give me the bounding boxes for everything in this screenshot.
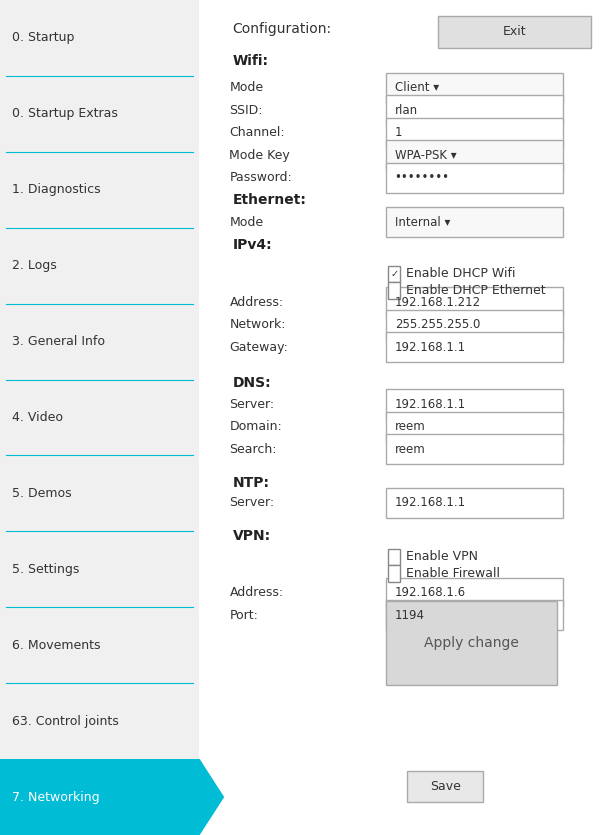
FancyBboxPatch shape (388, 549, 400, 565)
Text: Save: Save (430, 780, 461, 793)
Text: WPA-PSK ▾: WPA-PSK ▾ (395, 149, 457, 162)
Text: 0. Startup: 0. Startup (12, 32, 75, 44)
Text: Enable DHCP Ethernet: Enable DHCP Ethernet (406, 284, 545, 297)
Text: 2. Logs: 2. Logs (12, 259, 57, 272)
FancyBboxPatch shape (388, 266, 400, 282)
Text: 7. Networking: 7. Networking (12, 791, 100, 803)
FancyBboxPatch shape (386, 601, 557, 685)
Text: 63. Control joints: 63. Control joints (12, 715, 119, 727)
Text: ✓: ✓ (390, 269, 398, 279)
FancyBboxPatch shape (386, 207, 563, 237)
Text: Port:: Port: (230, 609, 258, 622)
Text: Search:: Search: (230, 443, 277, 456)
Text: Password:: Password: (230, 171, 293, 185)
Text: 6. Movements: 6. Movements (12, 639, 101, 652)
Text: Enable Firewall: Enable Firewall (406, 567, 500, 580)
Text: Address:: Address: (230, 586, 283, 600)
FancyBboxPatch shape (386, 412, 563, 442)
Text: 5. Demos: 5. Demos (12, 487, 72, 500)
Text: 4. Video: 4. Video (12, 411, 63, 424)
Text: 192.168.1.1: 192.168.1.1 (395, 397, 466, 411)
Text: Configuration:: Configuration: (233, 23, 332, 36)
FancyBboxPatch shape (386, 389, 563, 419)
FancyBboxPatch shape (386, 287, 563, 317)
Text: DNS:: DNS: (233, 377, 271, 390)
Text: 1194: 1194 (395, 609, 425, 622)
Text: Ethernet:: Ethernet: (233, 194, 307, 207)
Text: 192.168.1.1: 192.168.1.1 (395, 341, 466, 354)
Polygon shape (199, 759, 223, 835)
Text: Server:: Server: (230, 397, 275, 411)
Text: Exit: Exit (502, 25, 526, 38)
Text: Mode: Mode (230, 215, 264, 229)
Text: reem: reem (395, 443, 425, 456)
Text: rlan: rlan (395, 104, 418, 117)
FancyBboxPatch shape (388, 282, 400, 299)
Text: Gateway:: Gateway: (230, 341, 288, 354)
Text: 192.168.1.1: 192.168.1.1 (395, 496, 466, 509)
FancyBboxPatch shape (386, 310, 563, 340)
Text: reem: reem (395, 420, 425, 433)
Text: Domain:: Domain: (230, 420, 282, 433)
Text: 192.168.1.6: 192.168.1.6 (395, 586, 466, 600)
FancyBboxPatch shape (388, 565, 400, 582)
FancyBboxPatch shape (386, 578, 563, 608)
Text: 5. Settings: 5. Settings (12, 563, 80, 576)
FancyBboxPatch shape (0, 0, 199, 835)
Text: Server:: Server: (230, 496, 275, 509)
Text: Network:: Network: (230, 318, 286, 331)
FancyBboxPatch shape (407, 771, 483, 802)
FancyBboxPatch shape (386, 332, 563, 362)
Text: SSID:: SSID: (230, 104, 263, 117)
Text: Enable VPN: Enable VPN (406, 550, 478, 564)
Text: 1. Diagnostics: 1. Diagnostics (12, 183, 101, 196)
FancyBboxPatch shape (386, 118, 563, 148)
Text: 1: 1 (395, 126, 402, 139)
FancyBboxPatch shape (0, 759, 199, 835)
Text: 0. Startup Extras: 0. Startup Extras (12, 108, 118, 120)
Text: NTP:: NTP: (233, 476, 269, 489)
Text: Channel:: Channel: (230, 126, 285, 139)
FancyBboxPatch shape (386, 488, 563, 518)
Text: Internal ▾: Internal ▾ (395, 215, 450, 229)
FancyBboxPatch shape (386, 140, 563, 170)
FancyBboxPatch shape (386, 95, 563, 125)
FancyBboxPatch shape (386, 600, 563, 630)
Text: ••••••••: •••••••• (395, 171, 450, 185)
FancyBboxPatch shape (438, 16, 591, 48)
Text: 3. General Info: 3. General Info (12, 335, 105, 348)
Text: Mode: Mode (230, 81, 264, 94)
Text: Client ▾: Client ▾ (395, 81, 439, 94)
Text: 192.168.1.212: 192.168.1.212 (395, 296, 481, 309)
Text: Wifi:: Wifi: (233, 54, 269, 68)
Text: Apply change: Apply change (424, 636, 519, 650)
FancyBboxPatch shape (199, 0, 612, 835)
FancyBboxPatch shape (386, 163, 563, 193)
Text: Enable DHCP Wifi: Enable DHCP Wifi (406, 267, 515, 281)
FancyBboxPatch shape (386, 434, 563, 464)
Text: 255.255.255.0: 255.255.255.0 (395, 318, 480, 331)
Text: Mode Key: Mode Key (230, 149, 290, 162)
FancyBboxPatch shape (386, 73, 563, 103)
Text: IPv4:: IPv4: (233, 239, 272, 252)
Text: VPN:: VPN: (233, 529, 271, 543)
Text: Address:: Address: (230, 296, 283, 309)
